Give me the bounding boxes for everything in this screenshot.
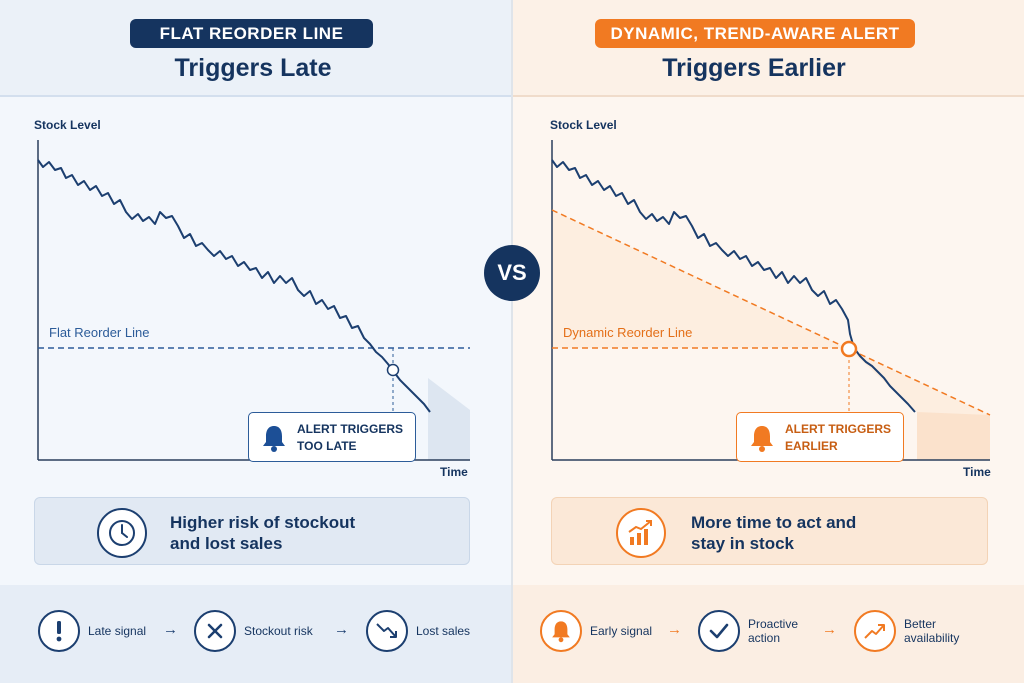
summary-text: More time to act and stay in stock bbox=[691, 512, 856, 554]
exclamation-icon bbox=[38, 610, 80, 652]
trend-down-icon bbox=[366, 610, 408, 652]
step-late-signal: Late signal bbox=[38, 610, 146, 652]
left-chart: Stock Level Time Flat Reorder Line bbox=[34, 118, 470, 479]
left-title: Triggers Late bbox=[174, 54, 332, 82]
buffer-shade bbox=[917, 412, 990, 460]
x-icon bbox=[194, 610, 236, 652]
dynamic-zone-shade bbox=[552, 210, 990, 460]
step-label: Lost sales bbox=[416, 624, 471, 638]
step-label: Late signal bbox=[88, 624, 147, 638]
y-axis-label: Stock Level bbox=[550, 118, 617, 132]
arrow-icon: → bbox=[163, 621, 178, 638]
reorder-line-label: Flat Reorder Line bbox=[49, 325, 149, 340]
step-label: Better availability bbox=[904, 617, 959, 645]
summary-line1: More time to act and bbox=[691, 513, 857, 532]
right-panel: DYNAMIC, TREND-AWARE ALERT Triggers Earl… bbox=[512, 0, 1024, 683]
summary-line2: and lost sales bbox=[170, 534, 283, 553]
trigger-point bbox=[386, 363, 400, 377]
left-header: FLAT REORDER LINE Triggers Late bbox=[0, 0, 512, 97]
step-label-line1: Proactive bbox=[748, 617, 799, 631]
stock-level-line bbox=[37, 159, 431, 413]
right-tag: DYNAMIC, TREND-AWARE ALERT bbox=[595, 19, 915, 48]
clock-icon bbox=[97, 508, 147, 558]
x-axis-label: Time bbox=[963, 465, 991, 479]
bell-icon bbox=[751, 426, 773, 452]
y-axis-label: Stock Level bbox=[34, 118, 101, 132]
trigger-point bbox=[840, 340, 858, 358]
panel-divider bbox=[511, 0, 513, 683]
step-stockout-risk: Stockout risk bbox=[194, 610, 313, 652]
stockout-shade bbox=[428, 378, 470, 460]
step-lost-sales: Lost sales bbox=[366, 610, 470, 652]
right-header: DYNAMIC, TREND-AWARE ALERT Triggers Earl… bbox=[512, 0, 1024, 97]
x-axis-label: Time bbox=[440, 465, 468, 479]
vs-badge: VS bbox=[484, 245, 540, 301]
trend-up-icon bbox=[854, 610, 896, 652]
left-summary: Higher risk of stockout and lost sales bbox=[34, 497, 470, 565]
callout-line1: ALERT TRIGGERS bbox=[297, 422, 404, 436]
left-flow: Late signal → Stockout risk → Lost sales bbox=[0, 585, 512, 683]
step-label: Early signal bbox=[590, 624, 653, 638]
callout-text: ALERT TRIGGERS EARLIER bbox=[785, 421, 891, 455]
callout-line2: EARLIER bbox=[785, 439, 838, 453]
summary-line2: stay in stock bbox=[691, 534, 794, 553]
arrow-icon: → bbox=[667, 621, 682, 638]
arrow-icon: → bbox=[334, 621, 349, 638]
summary-line1: Higher risk of stockout bbox=[170, 513, 356, 532]
step-label-line2: availability bbox=[904, 631, 960, 645]
bar-chart-up-icon bbox=[616, 508, 666, 558]
arrow-icon: → bbox=[822, 621, 837, 638]
summary-text: Higher risk of stockout and lost sales bbox=[170, 512, 355, 554]
alert-callout-late: ALERT TRIGGERS TOO LATE bbox=[248, 412, 416, 462]
right-flow: Early signal → Proactive action → bbox=[512, 585, 1024, 683]
callout-line1: ALERT TRIGGERS bbox=[785, 422, 892, 436]
left-panel: FLAT REORDER LINE Triggers Late Stock Le… bbox=[0, 0, 512, 683]
callout-text: ALERT TRIGGERS TOO LATE bbox=[297, 421, 403, 455]
right-summary: More time to act and stay in stock bbox=[551, 497, 988, 565]
step-label: Stockout risk bbox=[244, 624, 313, 638]
check-icon bbox=[698, 610, 740, 652]
dynamic-reorder-line bbox=[551, 209, 991, 416]
left-tag: FLAT REORDER LINE bbox=[130, 19, 373, 48]
reorder-line-label: Dynamic Reorder Line bbox=[563, 325, 692, 340]
right-title: Triggers Earlier bbox=[662, 54, 846, 82]
callout-line2: TOO LATE bbox=[297, 439, 357, 453]
step-better-availability: Better availability bbox=[854, 610, 959, 652]
step-label-line1: Better bbox=[904, 617, 937, 631]
bell-icon bbox=[540, 610, 582, 652]
step-proactive-action: Proactive action bbox=[698, 610, 798, 652]
step-early-signal: Early signal bbox=[540, 610, 652, 652]
alert-callout-earlier: ALERT TRIGGERS EARLIER bbox=[736, 412, 904, 462]
step-label: Proactive action bbox=[748, 617, 798, 645]
bell-icon bbox=[263, 426, 285, 452]
step-label-line2: action bbox=[748, 631, 781, 645]
